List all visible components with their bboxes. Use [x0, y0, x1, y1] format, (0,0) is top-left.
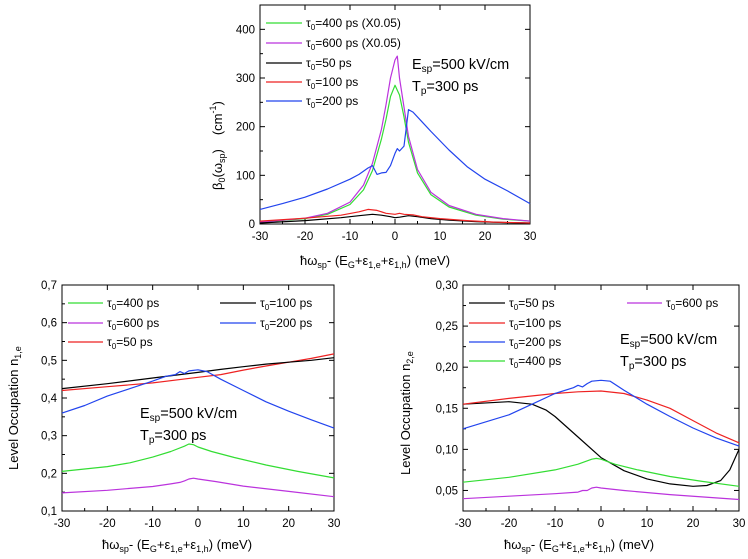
- y-tick-label: 100: [236, 170, 255, 182]
- legend-label-100: τ0=100 ps: [509, 316, 561, 332]
- legend-label-100: τ0=100 ps: [306, 75, 358, 91]
- legend-label-400: τ0=400 ps: [107, 296, 159, 312]
- bottom-left-xlabel: ħωsp- (EG+ε1,e+ε1,h) (meV): [102, 537, 252, 554]
- x-tick-label: 20: [282, 518, 295, 530]
- legend-label-600: τ0=600 ps: [666, 296, 718, 312]
- bottom-right-xlabel: ħωsp- (EG+ε1,e+ε1,h) (meV): [504, 537, 654, 554]
- x-tick-label: 10: [641, 518, 654, 530]
- x-tick-label: 30: [733, 518, 746, 530]
- x-tick-label: -20: [99, 518, 116, 530]
- x-tick-label: -20: [501, 518, 518, 530]
- bottom-right-series-line-1: [462, 390, 740, 444]
- bottom-right-annotation-field: Esp=500 kV/cm: [620, 332, 717, 350]
- y-tick-label: 0: [249, 219, 255, 231]
- x-tick-label: -10: [144, 518, 161, 530]
- x-tick-label: 20: [479, 231, 492, 243]
- bottom-left-ylabel: Level Occupation n1,e: [6, 346, 23, 470]
- x-tick-label: 30: [524, 231, 537, 243]
- bottom-right-series-line-0: [462, 401, 740, 487]
- x-tick-label: 0: [392, 231, 398, 243]
- bottom-right-series-line-4: [462, 486, 740, 501]
- x-tick-label: -10: [342, 231, 359, 243]
- y-tick-label: 0,2: [41, 468, 57, 480]
- legend-label-50: τ0=50 ps: [306, 56, 352, 72]
- bottom-right-plot: -30 -20 -10 0 10 20 30 0,05 0,10 0,15 0,20 0,25 0,30…: [398, 280, 745, 554]
- y-tick-label: 0,25: [436, 321, 458, 333]
- legend-label-600: τ0=600 ps (X0.05): [306, 36, 401, 52]
- y-tick-label: 0,30: [436, 280, 458, 292]
- x-tick-label: -30: [252, 231, 269, 243]
- bottom-left-series-line-2: [61, 353, 335, 392]
- bottom-left-plot-legend: τ0=400 ps τ0=600 ps τ0=50 ps τ0=100 ps τ…: [68, 296, 312, 351]
- bottom-left-series-line-1: [61, 477, 335, 498]
- bottom-left-annotation-temp: Tp=300 ps: [140, 428, 206, 446]
- bottom-left-annotation-field: Esp=500 kV/cm: [140, 406, 237, 424]
- x-tick-label: -20: [297, 231, 314, 243]
- top-annotation-field: Esp=500 kV/cm: [412, 57, 509, 75]
- y-tick-label: 0,4: [41, 393, 58, 405]
- legend-label-100: τ0=100 ps: [260, 296, 312, 312]
- y-tick-label: 0,3: [41, 431, 57, 443]
- top-ylabel: β0(ωsp)(cm-1): [208, 101, 227, 190]
- x-tick-label: -10: [547, 518, 564, 530]
- bottom-left-plot: -30 -20 -10 0 10 20 30 0,1 0,2 0,3 0,4 0,5 0,6 0,7 τ0…: [6, 280, 340, 554]
- y-tick-label: 0,7: [41, 280, 57, 292]
- legend-label-50: τ0=50 ps: [107, 335, 153, 351]
- legend-label-400: τ0=400 ps (X0.05): [306, 16, 401, 32]
- legend-label-200: τ0=200 ps: [509, 335, 561, 351]
- y-tick-label: 300: [236, 73, 255, 85]
- y-tick-label: 400: [236, 24, 255, 36]
- x-tick-label: 20: [687, 518, 700, 530]
- top-series-line-1: [259, 55, 531, 223]
- legend-label-200: τ0=200 ps: [260, 316, 312, 332]
- x-tick-label: 0: [598, 518, 604, 530]
- top-series-line-3: [259, 208, 531, 224]
- legend-label-50: τ0=50 ps: [509, 296, 555, 312]
- top-annotation-temp: Tp=300 ps: [412, 79, 478, 97]
- legend-label-600: τ0=600 ps: [107, 316, 159, 332]
- bottom-right-plot-series: [462, 379, 740, 501]
- top-plot-series: [259, 55, 531, 224]
- bottom-right-series-line-2: [462, 379, 740, 447]
- y-tick-label: 0,6: [41, 318, 57, 330]
- x-tick-label: 30: [328, 518, 341, 530]
- bottom-right-ylabel: Level Occupation n2,e: [398, 351, 415, 475]
- bottom-left-plot-series: [61, 353, 335, 498]
- bottom-left-series-line-4: [61, 369, 335, 429]
- top-plot-legend: τ0=400 ps (X0.05) τ0=600 ps (X0.05) τ0=5…: [266, 16, 401, 110]
- bottom-right-plot-legend: τ0=50 ps τ0=100 ps τ0=200 ps τ0=400 ps τ…: [469, 296, 718, 370]
- y-tick-label: 0,20: [436, 362, 458, 374]
- y-tick-label: 0,15: [436, 403, 458, 415]
- y-tick-label: 0,05: [436, 485, 458, 497]
- legend-label-400: τ0=400 ps: [509, 354, 561, 370]
- top-series-line-0: [259, 84, 531, 223]
- y-tick-label: 0,5: [41, 355, 57, 367]
- y-tick-label: 0,1: [41, 506, 57, 518]
- bottom-right-plot-frame: [462, 284, 740, 512]
- bottom-right-plot-ticks: -30 -20 -10 0 10 20 30 0,05 0,10 0,15 0,20 0,25 0,30: [436, 280, 746, 530]
- bottom-left-series-line-0: [61, 443, 335, 479]
- y-tick-label: 200: [236, 122, 255, 134]
- bottom-left-series-line-3: [61, 357, 335, 390]
- bottom-right-annotation-temp: Tp=300 ps: [620, 354, 686, 372]
- x-tick-label: 10: [237, 518, 250, 530]
- legend-label-200: τ0=200 ps: [306, 94, 358, 110]
- x-tick-label: 0: [195, 518, 201, 530]
- top-series-line-4: [259, 108, 531, 210]
- x-tick-label: -30: [54, 518, 71, 530]
- bottom-left-plot-ticks: -30 -20 -10 0 10 20 30 0,1 0,2 0,3 0,4 0,5 0,6 0,7: [41, 280, 340, 530]
- y-tick-label: 0,10: [436, 444, 458, 456]
- top-xlabel: ħωsp- (EG+ε1,e+ε1,h) (meV): [300, 253, 450, 270]
- x-tick-label: 10: [434, 231, 447, 243]
- bottom-right-series-line-3: [462, 457, 740, 487]
- x-tick-label: -30: [455, 518, 472, 530]
